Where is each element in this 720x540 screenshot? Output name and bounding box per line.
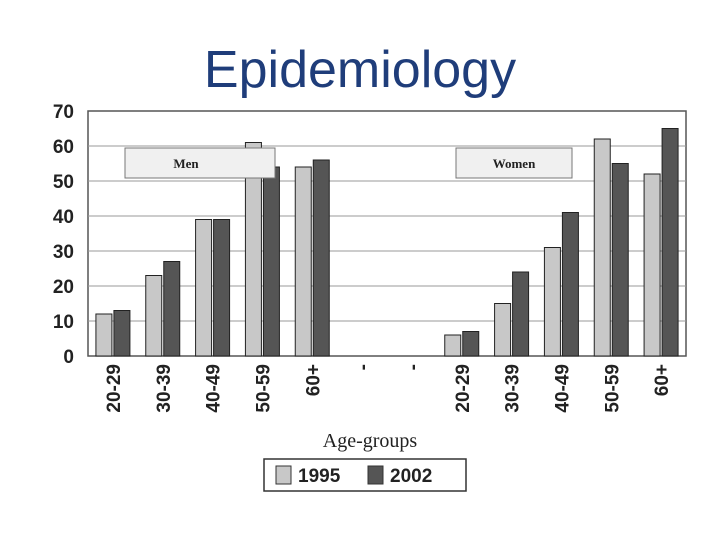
y-tick-label: 10 [53, 312, 74, 333]
x-tick-label: 20-29 [104, 364, 125, 413]
bar-1995-1 [145, 275, 163, 357]
x-tick-label: 60+ [652, 364, 673, 396]
legend-label-1995: 1995 [298, 466, 341, 487]
women-label: Women [493, 156, 536, 171]
bar-2002-11 [661, 128, 679, 357]
bar-1995-10 [593, 138, 611, 357]
bar-1995-2 [195, 219, 213, 357]
legend-label-2002: 2002 [390, 466, 432, 487]
x-tick-label: 50-59 [253, 364, 274, 413]
y-tick-label: 40 [53, 207, 74, 228]
bar-2002-8 [512, 271, 530, 357]
y-tick-label: 0 [63, 347, 74, 368]
legend-swatch-1995 [275, 465, 292, 485]
x-tick-label: - [403, 364, 424, 370]
bars [95, 128, 679, 357]
x-tick-label: 20-29 [453, 364, 474, 413]
bar-2002-7 [462, 331, 480, 357]
legend: 1995 2002 [263, 458, 467, 492]
bar-2002-4 [312, 159, 330, 357]
bar-2002-1 [163, 261, 181, 357]
bar-1995-3 [244, 142, 262, 357]
y-tick-label: 30 [53, 242, 74, 263]
legend-swatch-2002 [367, 465, 384, 485]
bar-2002-2 [213, 219, 231, 357]
x-axis-title: Age-groups [323, 430, 418, 452]
x-tick-label: 40-49 [204, 364, 225, 413]
bar-2002-10 [611, 163, 629, 357]
x-tick-label: 60+ [303, 364, 324, 396]
y-tick-label: 70 [53, 102, 74, 123]
women-group-label: Women [455, 147, 573, 179]
bar-2002-0 [113, 310, 131, 357]
bar-1995-8 [494, 303, 512, 357]
bar-1995-7 [444, 334, 462, 357]
bar-2002-9 [561, 212, 579, 357]
y-tick-labels: 0 10 20 30 40 50 60 70 [53, 102, 74, 368]
x-tick-label: - [353, 364, 374, 370]
men-group-label: Men [124, 147, 276, 179]
gridlines [88, 145, 686, 322]
bar-1995-0 [95, 313, 113, 357]
x-tick-label: 30-39 [154, 364, 175, 413]
y-tick-label: 60 [53, 137, 74, 158]
x-tick-labels: 20-29 30-39 40-49 50-59 60+ - - 20-29 30-39 40-49… [104, 364, 673, 413]
bar-2002-3 [262, 166, 280, 357]
bar-1995-4 [294, 166, 312, 357]
y-tick-label: 50 [53, 172, 74, 193]
y-tick-label: 20 [53, 277, 74, 298]
x-tick-label: 30-39 [503, 364, 524, 413]
men-label: Men [173, 156, 199, 171]
x-tick-label: 40-49 [552, 364, 573, 413]
bar-1995-11 [643, 173, 661, 357]
x-tick-label: 50-59 [602, 364, 623, 413]
bar-1995-9 [543, 247, 561, 357]
slide-title: Epidemiology [203, 41, 517, 99]
